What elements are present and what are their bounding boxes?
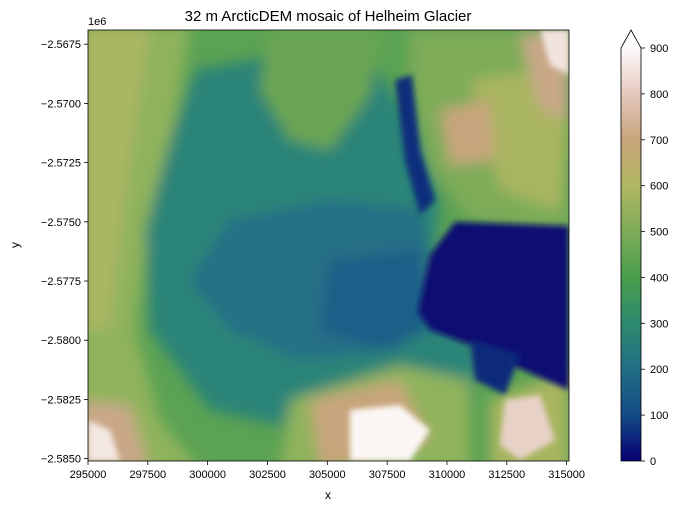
x-axis: 295000 297500 300000 302500 305000 307500 3100… xyxy=(70,461,585,481)
colorbar-tick-label: 600 xyxy=(650,181,668,193)
x-axis-label: x xyxy=(325,488,331,502)
colorbar-tick-label: 500 xyxy=(650,227,668,239)
colorbar-tick-label: 200 xyxy=(650,364,668,376)
y-tick-label: −2.5800 xyxy=(41,335,81,347)
chart-title: 32 m ArcticDEM mosaic of Helheim Glacier xyxy=(185,8,472,25)
y-tick-label: −2.5675 xyxy=(41,39,81,51)
x-tick-label: 307500 xyxy=(369,469,406,481)
y-tick-label: −2.5750 xyxy=(41,217,81,229)
x-tick-label: 312500 xyxy=(488,469,525,481)
colorbar-extend-arrow xyxy=(621,30,641,48)
colorbar-tick-label: 700 xyxy=(650,135,668,147)
colorbar-tick-label: 100 xyxy=(650,410,668,422)
colorbar-gradient xyxy=(621,48,641,461)
y-tick-label: −2.5825 xyxy=(41,394,81,406)
y-axis: −2.5675 −2.5700 −2.5725 −2.5750 −2.5775 −2.58… xyxy=(41,39,88,465)
colorbar-tick-label: 300 xyxy=(650,318,668,330)
colorbar-tick-label: 0 xyxy=(650,456,656,468)
colorbar-tick-label: 800 xyxy=(650,89,668,101)
y-axis-label: y xyxy=(8,242,22,248)
x-tick-label: 302500 xyxy=(249,469,286,481)
x-tick-label: 310000 xyxy=(429,469,466,481)
y-tick-label: −2.5725 xyxy=(41,158,81,170)
colorbar-ticks: 0 100 200 300 400 500 600 700 800 900 xyxy=(641,43,668,468)
colorbar-tick-label: 400 xyxy=(650,272,668,284)
x-tick-label: 295000 xyxy=(70,469,107,481)
x-tick-label: 300000 xyxy=(189,469,226,481)
y-tick-label: −2.5850 xyxy=(41,454,81,466)
colorbar-tick-label: 900 xyxy=(650,43,668,55)
x-tick-label: 305000 xyxy=(309,469,346,481)
x-tick-label: 315000 xyxy=(548,469,585,481)
y-tick-label: −2.5775 xyxy=(41,276,81,288)
dem-raster xyxy=(80,25,569,470)
y-offset-label: 1e6 xyxy=(88,16,106,28)
y-tick-label: −2.5700 xyxy=(41,98,81,110)
colorbar: 0 100 200 300 400 500 600 700 800 900 xyxy=(621,30,668,468)
x-tick-label: 297500 xyxy=(129,469,166,481)
